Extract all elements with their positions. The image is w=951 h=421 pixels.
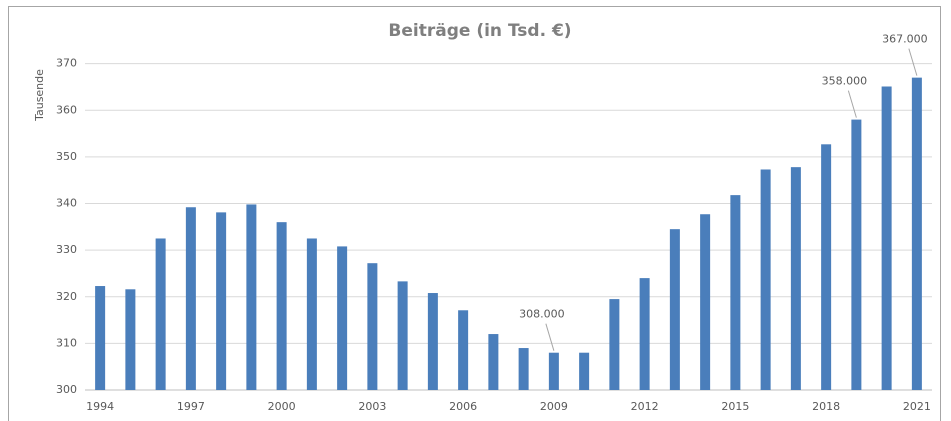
value-label: 308.000 [519, 308, 565, 321]
y-tick-label: 360 [56, 103, 77, 116]
bar [155, 238, 166, 390]
bar [246, 204, 257, 390]
bar [488, 334, 499, 390]
bar [669, 229, 680, 390]
x-tick-label: 1997 [177, 400, 205, 413]
leader-line [908, 48, 918, 76]
x-tick-label: 2018 [812, 400, 840, 413]
chart-title: Beiträge (in Tsd. €) [388, 21, 571, 41]
leader-line [545, 323, 555, 351]
x-tick-label: 2000 [268, 400, 296, 413]
bar [639, 278, 650, 390]
bar [579, 352, 590, 390]
bar [790, 167, 801, 390]
bar [881, 86, 892, 391]
y-tick-label: 330 [56, 243, 77, 256]
bar [700, 214, 711, 390]
x-tick-label: 2015 [721, 400, 749, 413]
x-tick-label: 2012 [631, 400, 659, 413]
y-tick-label: 370 [56, 57, 77, 70]
bar [95, 286, 106, 390]
y-tick-label: 340 [56, 197, 77, 210]
bar [851, 119, 862, 390]
bar [397, 281, 408, 390]
y-tick-label: 310 [56, 336, 77, 349]
bar [306, 238, 317, 390]
y-tick-label: 350 [56, 150, 77, 163]
leader-line [847, 90, 857, 118]
bar [367, 263, 378, 390]
bar [518, 348, 529, 390]
x-tick-label: 2003 [358, 400, 386, 413]
bar [185, 207, 196, 390]
x-tick-label: 2009 [540, 400, 568, 413]
x-tick-label: 2006 [449, 400, 477, 413]
bar [730, 195, 741, 390]
value-label: 358.000 [822, 75, 868, 88]
bar [760, 169, 771, 390]
bar [821, 144, 832, 390]
y-tick-label: 300 [56, 383, 77, 396]
bar [458, 310, 469, 390]
bar [276, 222, 287, 390]
bar [216, 212, 227, 390]
bar [337, 246, 348, 390]
bar [548, 352, 559, 390]
bar [911, 77, 922, 390]
bar [609, 299, 620, 390]
x-tick-label: 1994 [86, 400, 114, 413]
bar [125, 289, 136, 390]
x-tick-label: 2021 [903, 400, 931, 413]
y-axis-label: Tausende [33, 69, 46, 122]
bar [427, 293, 438, 390]
y-tick-label: 320 [56, 290, 77, 303]
value-label: 367.000 [882, 33, 928, 46]
